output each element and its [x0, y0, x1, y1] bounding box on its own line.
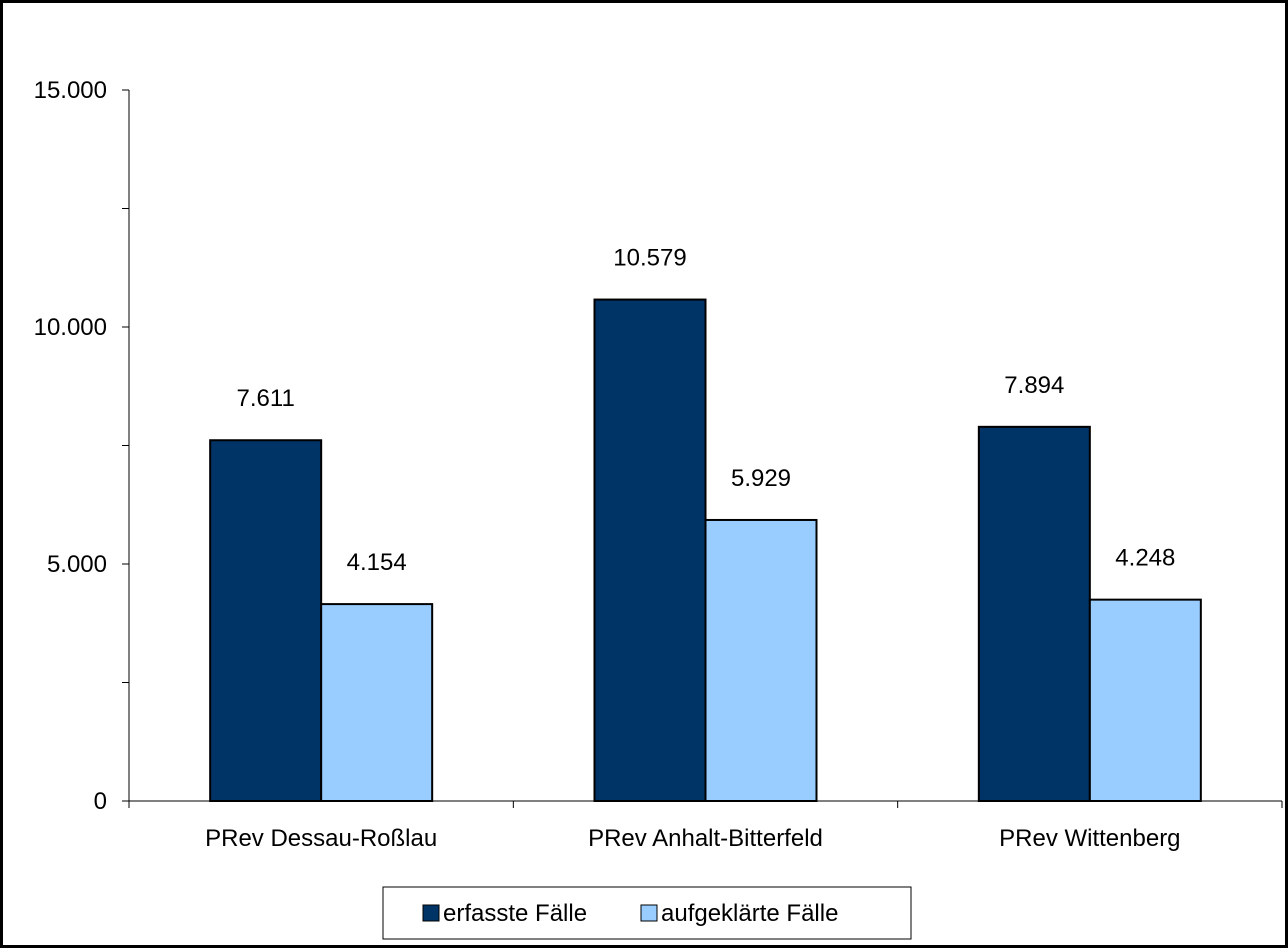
bar	[1088, 598, 1202, 802]
bars	[209, 298, 1202, 802]
legend: erfasste Fälle aufgeklärte Fälle	[382, 886, 912, 940]
legend-label: erfasste Fälle	[443, 900, 587, 927]
labels: 7.611 4.154 10.579 5.929 7.894 4.248	[237, 245, 1176, 577]
data-label: 7.611	[237, 385, 295, 412]
x-tick-label: PRev Wittenberg	[999, 825, 1180, 852]
axes: 0 5.000 10.000 15.000 PRev Dessau-Roßlau PRev…	[34, 77, 1283, 852]
legend-label: aufgeklärte Fälle	[661, 900, 838, 927]
bar-chart: 0 5.000 10.000 15.000 PRev Dessau-Roßlau PRev…	[34, 77, 1283, 940]
data-label: 5.929	[731, 465, 791, 492]
data-label: 4.248	[1115, 545, 1175, 572]
legend-swatch	[422, 904, 440, 922]
x-tick-label: PRev Anhalt-Bitterfeld	[588, 825, 823, 852]
data-label: 7.894	[1004, 372, 1064, 399]
y-tick-label: 10.000	[34, 314, 107, 341]
legend-swatch	[640, 904, 658, 922]
data-label: 10.579	[613, 245, 686, 272]
bar	[704, 518, 818, 802]
bar	[209, 439, 323, 802]
x-tick-label: PRev Dessau-Roßlau	[205, 825, 437, 852]
y-tick-label: 5.000	[47, 551, 107, 578]
bar	[320, 603, 434, 802]
bar	[977, 425, 1091, 802]
bar	[593, 298, 707, 802]
y-tick-label: 0	[94, 788, 107, 815]
y-tick-label: 15.000	[34, 77, 107, 104]
data-label: 4.154	[347, 549, 407, 576]
